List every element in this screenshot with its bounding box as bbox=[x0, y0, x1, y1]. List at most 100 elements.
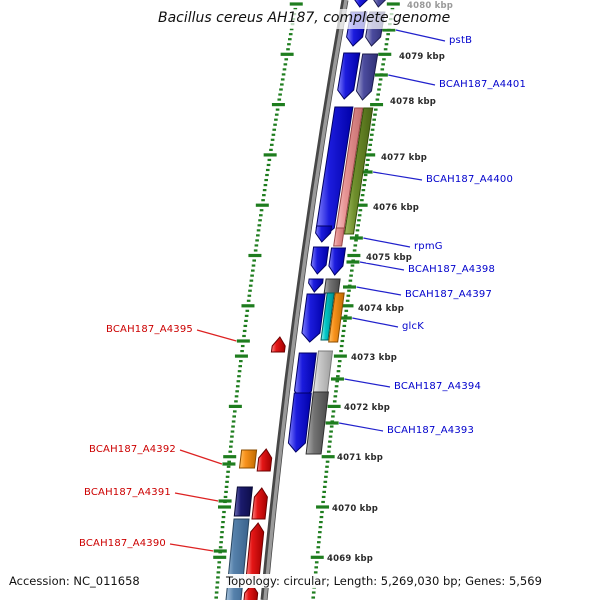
scale-tick-kbp bbox=[354, 203, 368, 207]
scale-tick-minor bbox=[283, 63, 288, 66]
scale-tick-minor bbox=[324, 470, 329, 473]
scale-tick-minor bbox=[214, 591, 219, 594]
gene-label-glcK[interactable]: glcK bbox=[402, 321, 424, 332]
scale-tick-minor bbox=[229, 440, 234, 443]
scale-tick-minor bbox=[231, 420, 236, 423]
feature-BCAH187_A4397-hit[interactable] bbox=[323, 278, 341, 294]
scale-tick-minor bbox=[334, 385, 339, 388]
scale-tick-minor bbox=[215, 586, 219, 589]
feature-gene-below-A4390[interactable] bbox=[243, 583, 259, 600]
feature-gene-above-pstB[interactable] bbox=[353, 0, 371, 8]
gene-label-BCAH187_A4395[interactable]: BCAH187_A4395 bbox=[105, 324, 193, 335]
feature-BCAH187_A4393[interactable] bbox=[287, 392, 312, 453]
gene-label-pstB[interactable]: pstB bbox=[449, 35, 473, 46]
feature-BCAH187_A4393-hit[interactable] bbox=[305, 391, 329, 455]
feature-BCAH187_A4398-hit[interactable] bbox=[328, 247, 347, 276]
gene-position-tick bbox=[382, 28, 396, 32]
scale-label: 4073 kbp bbox=[351, 353, 398, 363]
scale-tick-minor bbox=[329, 430, 333, 433]
scale-tick-minor bbox=[337, 360, 342, 363]
scale-tick-kbp bbox=[234, 354, 248, 358]
scale-tick-minor bbox=[265, 168, 270, 172]
scale-tick-minor bbox=[362, 183, 366, 187]
scale-tick-minor bbox=[331, 415, 335, 418]
scale-tick-minor bbox=[343, 314, 348, 317]
scale-tick-minor bbox=[217, 561, 222, 564]
feature-BCAH187_A4392-hit[interactable] bbox=[238, 449, 258, 469]
scale-tick-minor bbox=[345, 299, 350, 302]
gene-label-rpmG[interactable]: rpmG bbox=[414, 241, 443, 252]
gene-label-BCAH187_A4390[interactable]: BCAH187_A4390 bbox=[78, 538, 166, 549]
gene-label-BCAH187_A4401[interactable]: BCAH187_A4401 bbox=[439, 79, 527, 90]
leader-line bbox=[196, 329, 237, 342]
feature-BCAH187_A4391[interactable] bbox=[251, 487, 268, 520]
scale-tick-minor bbox=[244, 319, 248, 322]
gene-label-BCAH187_A4394[interactable]: BCAH187_A4394 bbox=[394, 381, 482, 392]
feature-glcK-hit-2[interactable] bbox=[328, 292, 345, 343]
scale-tick-minor bbox=[350, 264, 355, 267]
feature-BCAH187_A4392[interactable] bbox=[256, 448, 273, 472]
scale-tick-minor bbox=[266, 163, 271, 167]
feature-BCAH187_A4401[interactable] bbox=[337, 52, 361, 100]
scale-tick-minor bbox=[341, 334, 345, 338]
scale-tick-minor bbox=[327, 445, 332, 448]
feature-BCAH187_A4398[interactable] bbox=[310, 246, 330, 275]
scale-tick-minor bbox=[360, 199, 364, 202]
scale-tick-kbp bbox=[378, 52, 392, 56]
scale-tick-minor bbox=[263, 183, 268, 187]
feature-BCAH187_A4390[interactable] bbox=[245, 522, 265, 581]
scale-tick-minor bbox=[267, 158, 272, 162]
gene-label-BCAH187_A4391[interactable]: BCAH187_A4391 bbox=[83, 487, 171, 498]
gene-label-BCAH187_A4393[interactable]: BCAH187_A4393 bbox=[387, 425, 475, 436]
feature-glcK[interactable] bbox=[301, 293, 326, 343]
scale-tick-minor bbox=[366, 158, 370, 162]
feature-rpmG[interactable] bbox=[315, 225, 333, 243]
scale-tick-kbp bbox=[370, 103, 384, 107]
scale-label: 4080 kbp bbox=[407, 1, 454, 11]
scale-tick-minor bbox=[239, 360, 243, 363]
feature-BCAH187_A4400-hit-2[interactable] bbox=[343, 107, 374, 235]
scale-tick-minor bbox=[320, 510, 324, 514]
scale-label: 4078 kbp bbox=[390, 97, 437, 107]
scale-tick-minor bbox=[315, 551, 320, 554]
gene-label-BCAH187_A4397[interactable]: BCAH187_A4397 bbox=[405, 289, 493, 300]
scale-tick-minor bbox=[249, 279, 254, 282]
feature-glcK-hit-1[interactable] bbox=[320, 292, 335, 341]
scale-tick-minor bbox=[238, 365, 242, 368]
scale-tick-kbp bbox=[271, 103, 285, 107]
scale-tick-minor bbox=[221, 520, 225, 524]
scale-tick-minor bbox=[262, 189, 267, 192]
scale-tick-minor bbox=[256, 234, 260, 237]
scale-tick-minor bbox=[340, 339, 345, 343]
feature-BCAH187_A4401-hit[interactable] bbox=[355, 53, 379, 101]
feature-BCAH187_A4395[interactable] bbox=[270, 336, 286, 353]
feature-gene-above-pstB-hit[interactable] bbox=[372, 0, 389, 8]
scale-tick-minor bbox=[353, 244, 358, 247]
feature-BCAH187_A4391-hit[interactable] bbox=[233, 486, 253, 517]
leader-line bbox=[356, 286, 402, 296]
scale-tick-minor bbox=[385, 38, 390, 41]
scale-tick-kbp bbox=[213, 555, 227, 559]
scale-tick-minor bbox=[342, 324, 347, 328]
scale-ticks-layer bbox=[213, 2, 400, 599]
scale-tick-minor bbox=[269, 148, 273, 151]
gene-label-BCAH187_A4392[interactable]: BCAH187_A4392 bbox=[88, 444, 176, 455]
feature-BCAH187_A4397[interactable] bbox=[308, 278, 324, 293]
scale-tick-minor bbox=[347, 289, 351, 292]
scale-tick-minor bbox=[281, 73, 286, 76]
scale-tick-minor bbox=[248, 284, 253, 287]
scale-tick-minor bbox=[332, 400, 337, 403]
scale-tick-minor bbox=[264, 178, 268, 182]
leader-line bbox=[352, 317, 399, 328]
scale-tick-minor bbox=[373, 113, 377, 116]
gene-label-BCAH187_A4400[interactable]: BCAH187_A4400 bbox=[426, 174, 514, 185]
scale-tick-minor bbox=[232, 415, 236, 418]
scale-tick-minor bbox=[271, 133, 276, 136]
gene-label-BCAH187_A4398[interactable]: BCAH187_A4398 bbox=[408, 264, 496, 275]
feature-rpmG-hit[interactable] bbox=[333, 227, 345, 247]
scale-tick-minor bbox=[325, 465, 329, 468]
leader-lines-layer bbox=[169, 29, 446, 552]
scale-tick-minor bbox=[220, 526, 225, 529]
scale-tick-minor bbox=[369, 133, 374, 136]
scale-tick-minor bbox=[253, 249, 258, 252]
